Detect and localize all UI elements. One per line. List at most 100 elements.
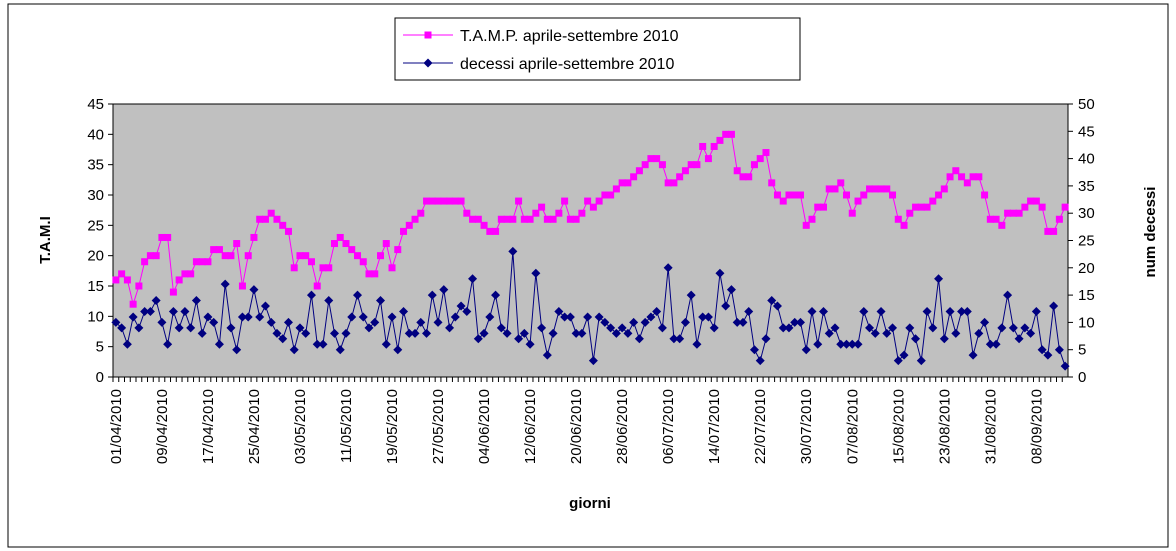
point bbox=[962, 306, 972, 316]
point bbox=[122, 339, 132, 349]
point bbox=[669, 334, 679, 344]
point bbox=[370, 317, 380, 327]
legend-label: T.A.M.P. aprile-settembre 2010 bbox=[460, 28, 679, 45]
point bbox=[693, 161, 701, 169]
point bbox=[998, 221, 1006, 229]
point bbox=[428, 197, 436, 205]
point bbox=[502, 328, 512, 338]
point bbox=[433, 317, 443, 327]
point bbox=[319, 264, 327, 272]
point bbox=[307, 258, 315, 266]
point bbox=[175, 276, 183, 284]
y-tick-label: 10 bbox=[87, 308, 104, 325]
point bbox=[515, 197, 523, 205]
y2-tick-label: 20 bbox=[1078, 260, 1095, 277]
point bbox=[865, 323, 875, 333]
point bbox=[215, 246, 223, 254]
point bbox=[1044, 227, 1052, 235]
point bbox=[939, 334, 949, 344]
point bbox=[928, 323, 938, 333]
point bbox=[261, 215, 269, 223]
point bbox=[686, 290, 696, 300]
point bbox=[329, 328, 339, 338]
point bbox=[1061, 203, 1069, 211]
point bbox=[388, 264, 396, 272]
point bbox=[796, 191, 804, 199]
x-tick-label: 25/04/2010 bbox=[246, 389, 263, 464]
point bbox=[1055, 215, 1063, 223]
point bbox=[646, 312, 656, 322]
x-tick-label: 08/09/2010 bbox=[1028, 389, 1045, 464]
point bbox=[588, 356, 598, 366]
point bbox=[572, 215, 580, 223]
point bbox=[853, 339, 863, 349]
point bbox=[991, 339, 1001, 349]
point bbox=[158, 233, 166, 241]
point bbox=[722, 130, 730, 138]
x-tick-label: 27/05/2010 bbox=[430, 389, 447, 464]
point bbox=[951, 328, 961, 338]
point bbox=[1008, 323, 1018, 333]
point bbox=[653, 155, 661, 163]
point bbox=[801, 345, 811, 355]
point bbox=[825, 185, 833, 193]
point bbox=[342, 240, 350, 248]
point bbox=[325, 264, 333, 272]
point bbox=[427, 290, 437, 300]
point bbox=[871, 185, 879, 193]
point bbox=[946, 173, 954, 181]
point bbox=[566, 215, 574, 223]
point bbox=[808, 215, 816, 223]
point bbox=[893, 356, 903, 366]
point bbox=[496, 323, 506, 333]
x-tick-label: 01/04/2010 bbox=[108, 389, 125, 464]
point bbox=[745, 173, 753, 181]
point bbox=[565, 312, 575, 322]
point bbox=[204, 258, 212, 266]
point bbox=[290, 264, 298, 272]
point bbox=[181, 270, 189, 278]
point bbox=[710, 142, 718, 150]
y2-tick-label: 0 bbox=[1078, 369, 1086, 386]
point bbox=[726, 285, 736, 295]
x-tick-label: 23/08/2010 bbox=[936, 389, 953, 464]
point bbox=[1038, 203, 1046, 211]
point bbox=[313, 282, 321, 290]
point bbox=[312, 339, 322, 349]
point bbox=[1026, 328, 1036, 338]
point bbox=[843, 191, 851, 199]
x-axis-title: giorni bbox=[569, 495, 611, 512]
point bbox=[969, 173, 977, 181]
point bbox=[818, 306, 828, 316]
point bbox=[192, 258, 200, 266]
point bbox=[912, 203, 920, 211]
point bbox=[882, 328, 892, 338]
point bbox=[952, 167, 960, 175]
point bbox=[423, 197, 431, 205]
x-tick-label: 06/07/2010 bbox=[660, 389, 677, 464]
point bbox=[543, 215, 551, 223]
point bbox=[152, 252, 160, 260]
point bbox=[802, 221, 810, 229]
point bbox=[709, 323, 719, 333]
point bbox=[198, 258, 206, 266]
point bbox=[445, 323, 455, 333]
point bbox=[473, 334, 483, 344]
point bbox=[963, 179, 971, 187]
point bbox=[595, 197, 603, 205]
point bbox=[629, 317, 639, 327]
series-line bbox=[115, 251, 1066, 367]
x-tick-label: 30/07/2010 bbox=[798, 389, 815, 464]
point bbox=[785, 191, 793, 199]
y2-tick-label: 5 bbox=[1078, 342, 1086, 359]
point bbox=[480, 221, 488, 229]
x-tick-label: 20/06/2010 bbox=[568, 389, 585, 464]
y2-tick-label: 25 bbox=[1078, 233, 1095, 250]
x-tick-label: 17/04/2010 bbox=[200, 389, 217, 464]
point bbox=[561, 197, 569, 205]
legend-label: decessi aprile-settembre 2010 bbox=[460, 56, 674, 73]
point bbox=[957, 306, 967, 316]
point bbox=[284, 227, 292, 235]
point bbox=[129, 300, 137, 308]
